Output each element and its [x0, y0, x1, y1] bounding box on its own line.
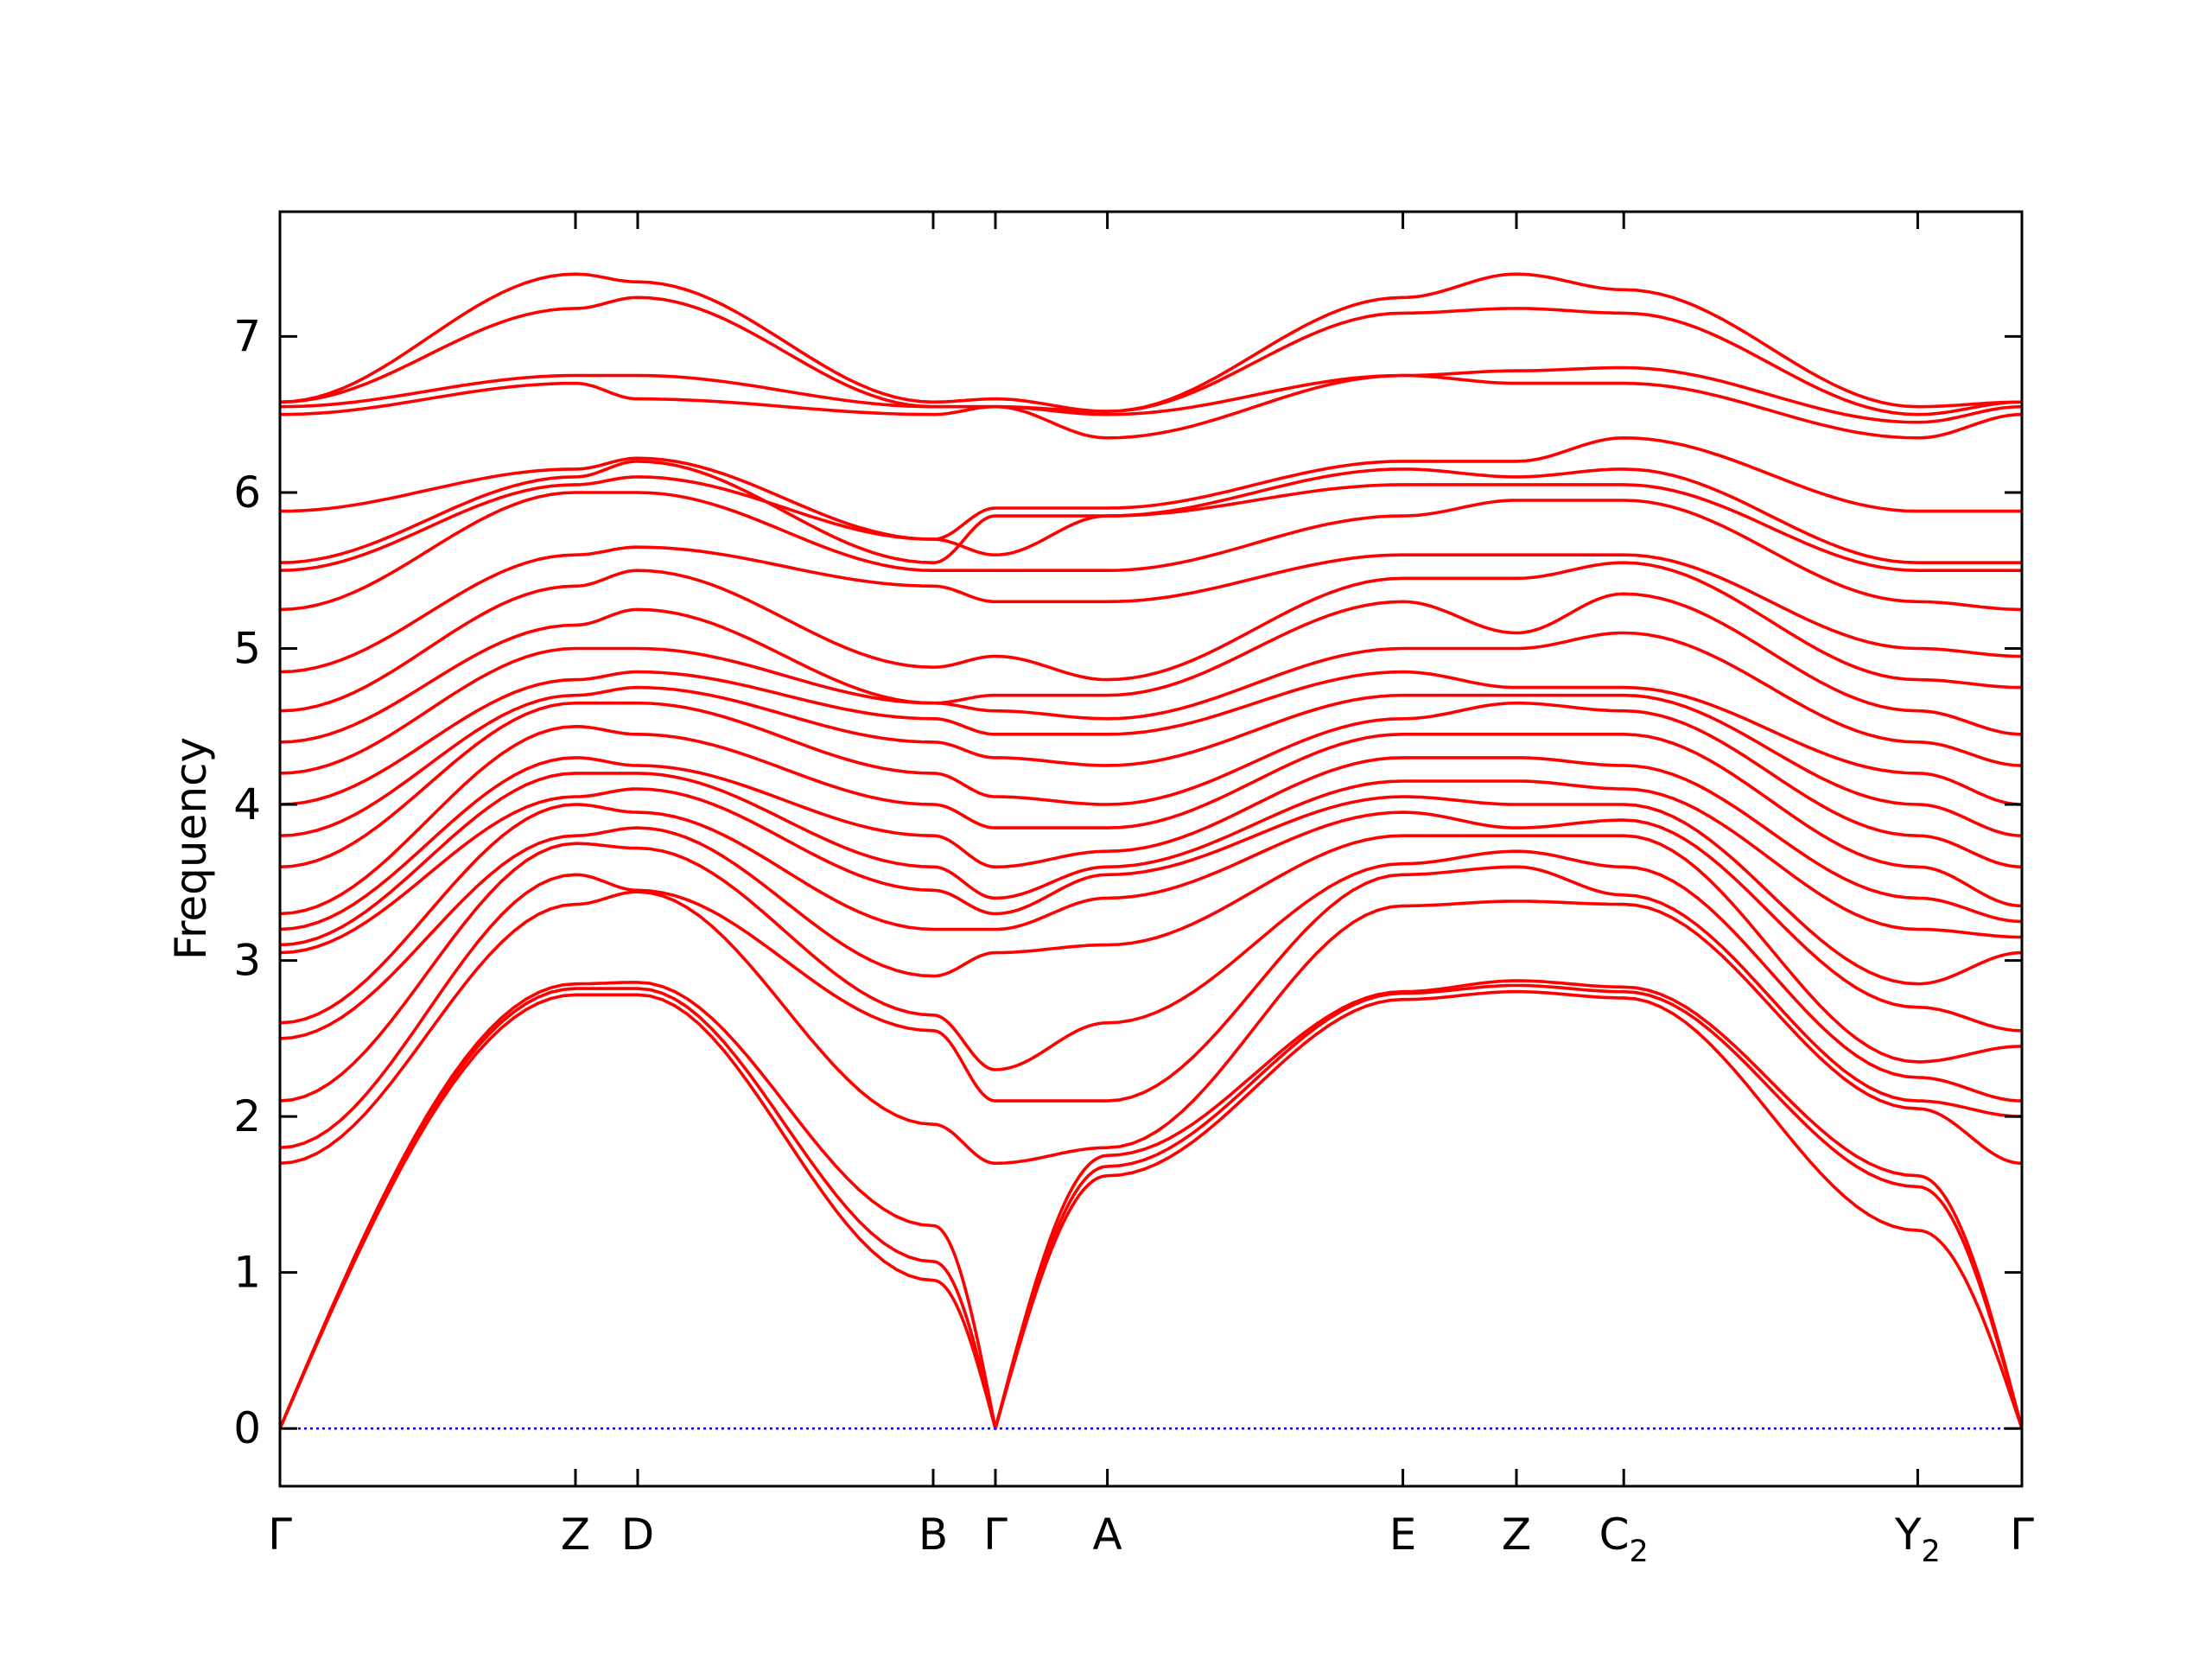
band-line-5 — [280, 865, 2022, 1149]
band-line-2 — [280, 983, 2022, 1430]
k-point-label-9: C2 — [1599, 1510, 1649, 1569]
k-point-label-2: Z — [561, 1510, 590, 1560]
y-axis-label: Frequency — [166, 737, 216, 960]
y-tick-label: 5 — [233, 624, 261, 674]
band-line-16 — [280, 631, 2022, 775]
band-line-24 — [280, 373, 2022, 440]
axis-ticks — [278, 212, 2024, 1486]
k-point-label-8: Z — [1502, 1510, 1531, 1560]
band-line-23 — [280, 436, 2022, 541]
k-point-label-6: A — [1092, 1510, 1122, 1560]
band-line-21 — [280, 475, 2022, 572]
k-point-label-7: E — [1389, 1510, 1417, 1560]
band-line-25 — [280, 365, 2022, 424]
y-tick-label: 6 — [233, 467, 261, 518]
band-line-10 — [280, 772, 2022, 947]
k-point-label-10: Y2 — [1894, 1510, 1941, 1569]
band-line-9 — [280, 787, 2022, 986]
k-point-labels: Γ Z D B Γ A E Z C2 Y2 Γ — [268, 1510, 2034, 1569]
k-point-label-1: Γ — [268, 1510, 292, 1560]
y-tick-label: 2 — [233, 1091, 261, 1141]
y-tick-label: 3 — [233, 936, 261, 986]
k-point-label-5: Γ — [983, 1510, 1007, 1560]
band-line-11 — [280, 756, 2022, 931]
y-tick-label: 7 — [233, 311, 261, 361]
k-point-label-4: B — [918, 1510, 948, 1560]
plot-frame — [278, 210, 2024, 1488]
k-point-label-11: Γ — [2010, 1510, 2034, 1560]
band-line-13 — [280, 701, 2022, 869]
band-line-15 — [280, 670, 2022, 806]
band-line-27 — [280, 272, 2022, 413]
band-line-17 — [280, 592, 2022, 744]
band-line-18 — [280, 561, 2022, 713]
band-line-22 — [280, 460, 2022, 564]
band-lines — [280, 272, 2022, 1430]
band-line-14 — [280, 685, 2022, 837]
y-tick-label: 4 — [233, 779, 261, 830]
band-line-3 — [280, 979, 2022, 1430]
band-line-6 — [280, 842, 2022, 1103]
y-tick-label: 0 — [233, 1403, 261, 1453]
y-tick-label: 1 — [233, 1248, 261, 1298]
band-line-7 — [280, 826, 2022, 1064]
band-line-20 — [280, 491, 2022, 612]
band-line-26 — [280, 296, 2022, 416]
band-line-8 — [280, 803, 2022, 1033]
band-line-4 — [280, 890, 2022, 1166]
band-line-1 — [280, 989, 2022, 1430]
y-tick-labels: 0 1 2 3 4 5 6 7 — [233, 311, 261, 1453]
band-line-12 — [280, 725, 2022, 916]
k-point-label-3: D — [621, 1510, 655, 1560]
band-line-19 — [280, 545, 2022, 674]
